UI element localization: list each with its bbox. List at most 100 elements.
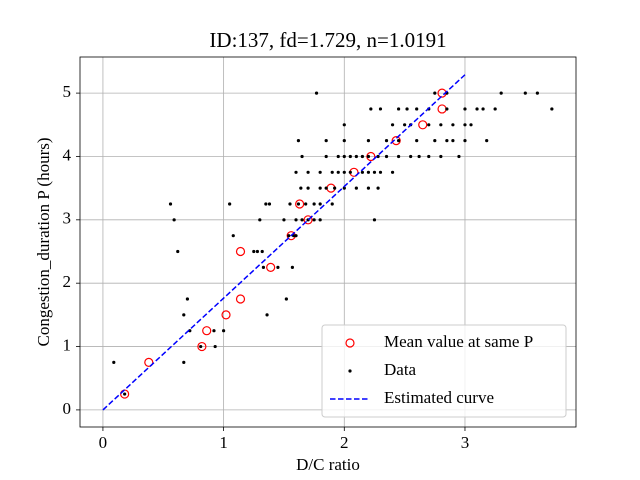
data-point	[312, 218, 316, 222]
data-point	[318, 218, 322, 222]
mean-point	[303, 215, 313, 225]
data-point	[451, 123, 455, 127]
data-point	[168, 202, 173, 206]
data-point	[396, 139, 401, 143]
data-point	[312, 202, 316, 206]
data-point	[409, 154, 413, 159]
data-point	[396, 154, 401, 159]
data-point	[372, 218, 377, 222]
legend-label: Mean value at same P	[384, 332, 533, 351]
data-point	[403, 123, 407, 127]
data-point	[445, 139, 449, 143]
legend-symbol	[348, 369, 352, 373]
data-point	[384, 154, 389, 159]
data-point	[284, 297, 288, 301]
data-point	[288, 202, 292, 206]
data-point	[427, 154, 431, 159]
mean-point	[235, 246, 246, 257]
data-point	[300, 154, 304, 159]
data-point	[433, 91, 437, 95]
data-point	[294, 218, 298, 222]
legend-label: Data	[384, 360, 417, 379]
data-point	[342, 170, 346, 174]
estimated-curve	[102, 74, 466, 411]
data-point	[348, 154, 352, 159]
data-point	[376, 186, 380, 190]
data-point	[523, 91, 527, 95]
data-point	[354, 154, 358, 159]
data-point	[457, 154, 461, 159]
x-tick-label: 3	[461, 433, 470, 452]
data-point	[318, 202, 322, 206]
data-point	[213, 344, 217, 349]
data-point	[499, 91, 503, 95]
data-point	[485, 139, 489, 143]
data-point	[415, 139, 419, 143]
data-point	[212, 329, 216, 333]
data-point	[290, 265, 294, 269]
data-point	[287, 234, 291, 238]
data-point	[276, 265, 280, 269]
data-point	[264, 202, 268, 206]
data-point	[342, 123, 346, 127]
data-point	[182, 360, 186, 364]
data-point	[222, 329, 226, 333]
plot-frame	[79, 56, 577, 428]
data-point	[294, 234, 298, 238]
data-point	[390, 123, 395, 127]
data-point	[314, 91, 319, 95]
data-point	[433, 139, 437, 143]
data-point	[366, 154, 371, 159]
x-tick-label: 0	[99, 433, 108, 452]
data-point	[267, 202, 272, 206]
x-tick-label: 2	[340, 433, 349, 452]
data-point	[185, 297, 190, 301]
mean-point	[418, 120, 428, 130]
y-tick-label: 3	[63, 209, 72, 228]
data-point	[378, 107, 383, 111]
x-tick-label: 1	[219, 433, 228, 452]
data-point	[451, 139, 455, 143]
legend-label: Estimated curve	[384, 388, 494, 407]
data-point	[493, 107, 497, 111]
legend-box	[321, 324, 567, 418]
data-point	[112, 360, 116, 364]
data-point	[261, 265, 266, 269]
data-point	[296, 202, 301, 206]
mean-point	[221, 310, 231, 320]
data-point	[475, 107, 479, 111]
data-point	[231, 234, 235, 238]
mean-point	[202, 326, 212, 336]
data-point	[123, 392, 127, 396]
data-point	[396, 107, 401, 111]
data-point	[372, 170, 377, 174]
data-point	[199, 344, 203, 349]
mean-point	[266, 262, 276, 272]
data-point	[348, 170, 352, 174]
y-tick-label: 1	[63, 335, 72, 354]
data-point	[342, 186, 346, 190]
x-axis-label: D/C ratio	[296, 455, 360, 474]
data-point	[336, 170, 340, 174]
y-tick-label: 4	[63, 145, 72, 164]
data-point	[366, 186, 371, 190]
data-point	[417, 154, 421, 159]
data-point	[463, 139, 467, 143]
mean-point	[295, 199, 305, 209]
data-point	[376, 154, 380, 159]
data-point	[439, 123, 443, 127]
data-point	[333, 186, 337, 190]
y-tick-label: 2	[63, 272, 72, 291]
mean-point	[235, 294, 246, 304]
data-point	[176, 249, 180, 254]
data-point	[294, 170, 298, 174]
data-point	[299, 186, 303, 190]
y-tick-label: 0	[63, 399, 72, 418]
data-point	[481, 107, 485, 111]
data-point	[342, 139, 346, 143]
data-point	[390, 170, 395, 174]
data-point	[366, 170, 371, 174]
data-point	[378, 170, 383, 174]
y-tick-label: 5	[63, 82, 72, 101]
